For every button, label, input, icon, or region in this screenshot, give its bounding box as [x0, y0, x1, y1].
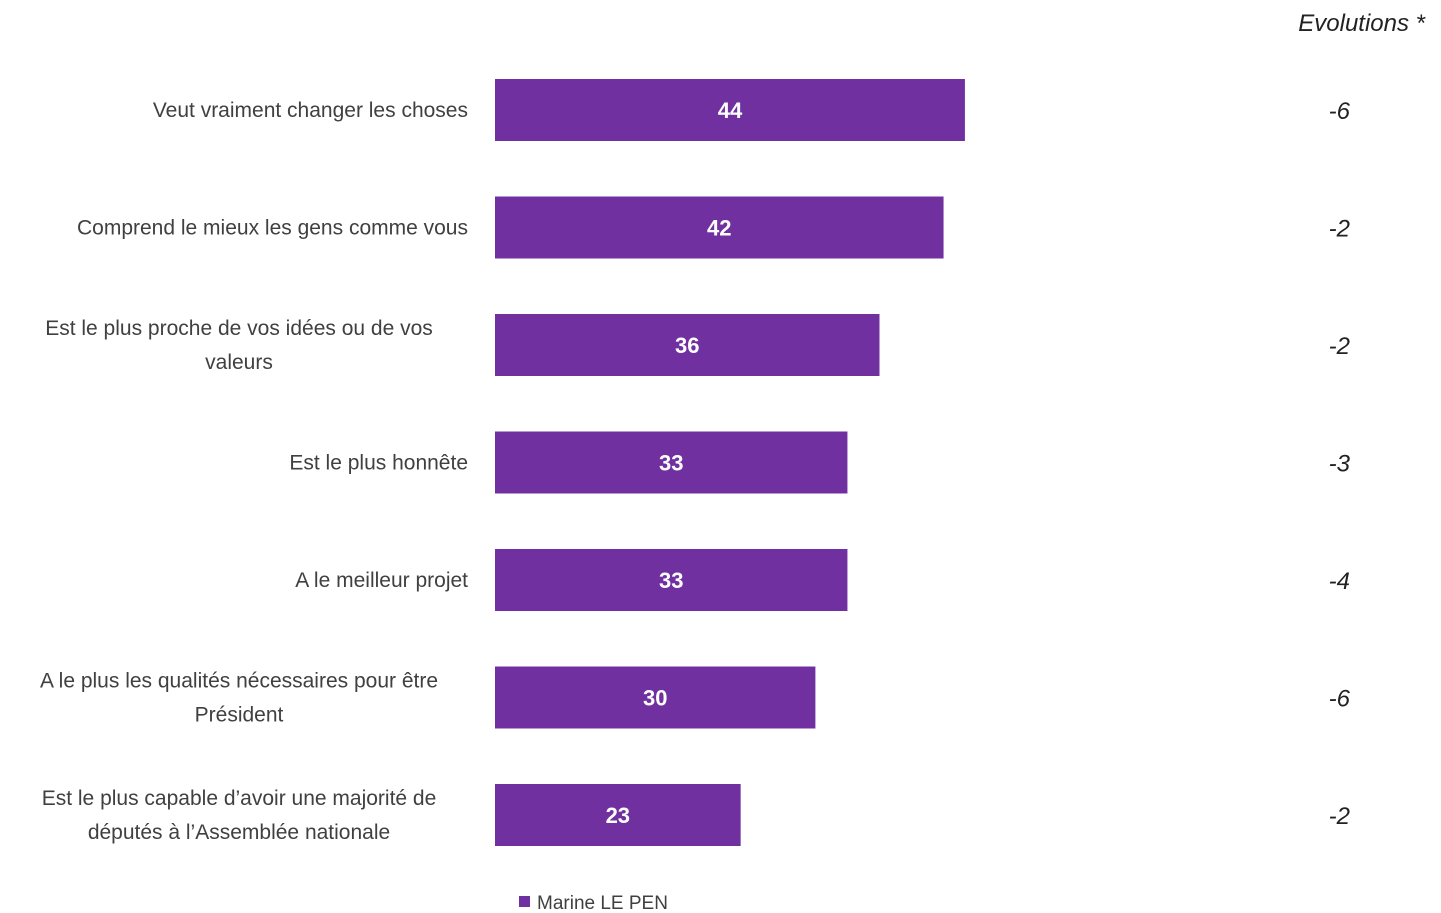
- bar-value-label: 44: [718, 98, 743, 123]
- category-label-line: Est le plus proche de vos idées ou de vo…: [45, 317, 433, 340]
- bar: [495, 784, 741, 846]
- category-label: A le plus les qualités nécessaires pour …: [40, 670, 438, 727]
- evolution-value: -6: [1329, 98, 1351, 125]
- legend: Marine LE PEN: [519, 893, 668, 913]
- bar: [495, 79, 965, 141]
- category-label: Veut vraiment changer les choses: [153, 99, 468, 122]
- evolution-value: -6: [1329, 686, 1351, 713]
- legend-swatch: [519, 896, 530, 907]
- category-label: Est le plus proche de vos idées ou de vo…: [45, 317, 433, 374]
- legend-label: Marine LE PEN: [537, 893, 668, 913]
- category-label-line: valeurs: [205, 351, 273, 374]
- category-label: Est le plus capable d’avoir une majorité…: [42, 787, 437, 844]
- bar-value-label: 33: [659, 568, 683, 593]
- chart-rows: Veut vraiment changer les choses 44 -6 Comp…: [40, 79, 1351, 846]
- category-label: A le meilleur projet: [295, 569, 468, 592]
- bar-value-label: 23: [606, 803, 630, 828]
- category-label-line: députés à l’Assemblée nationale: [88, 821, 390, 844]
- evolution-value: -2: [1329, 803, 1350, 830]
- bar-value-label: 30: [643, 686, 667, 711]
- bar-value-label: 33: [659, 451, 683, 476]
- category-label-line: Président: [195, 704, 284, 727]
- evolution-value: -4: [1329, 568, 1350, 595]
- bar: [495, 549, 848, 611]
- evolution-value: -2: [1329, 216, 1350, 243]
- bar: [495, 196, 944, 259]
- bar: [495, 314, 880, 376]
- bar-value-label: 36: [675, 333, 699, 358]
- category-label-line: A le plus les qualités nécessaires pour …: [40, 670, 438, 693]
- evolution-value: -2: [1329, 333, 1350, 360]
- evolutions-header: Evolutions *: [1298, 10, 1425, 37]
- bar-value-label: 42: [707, 216, 731, 241]
- category-label: Comprend le mieux les gens comme vous: [77, 217, 468, 240]
- evolution-value: -3: [1329, 451, 1351, 478]
- bar: [495, 666, 816, 729]
- category-label: Est le plus honnête: [289, 452, 468, 475]
- category-label-line: Est le plus capable d’avoir une majorité…: [42, 787, 437, 810]
- bar: [495, 431, 848, 494]
